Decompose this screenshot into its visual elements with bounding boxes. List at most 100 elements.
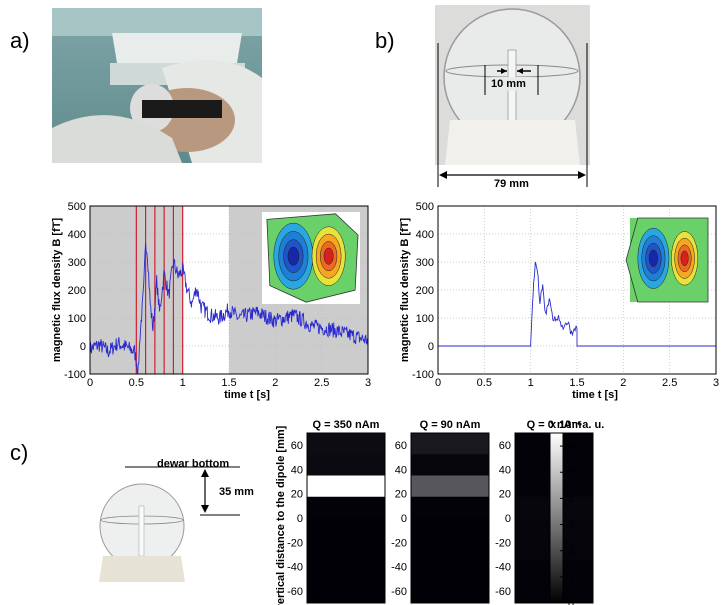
- heatmap-cell: [307, 518, 385, 540]
- y-tick-label: 200: [416, 285, 434, 297]
- heatmap-frame: [306, 432, 386, 604]
- heatmap-y-tick: -60: [495, 586, 511, 598]
- x-tick-label: 0: [87, 377, 93, 389]
- x-axis-label: time t [s]: [572, 389, 618, 401]
- heatmap-cell: [411, 539, 489, 561]
- y-tick-label: 400: [416, 229, 434, 241]
- positive-pole-contour: [323, 247, 334, 265]
- x-tick-label: 3: [365, 377, 371, 389]
- x-tick-label: 0: [435, 377, 441, 389]
- heatmap-y-tick: -40: [391, 562, 407, 574]
- colorbar-tick-label: 3: [568, 520, 574, 532]
- heatmap-cell: [307, 560, 385, 583]
- dimension-inner-label: 10 mm: [491, 78, 526, 90]
- x-tick-label: 1: [180, 377, 186, 389]
- phantom-photo-small: [95, 478, 190, 582]
- plot-frame: [437, 205, 717, 375]
- heatmap-cell: [307, 433, 385, 455]
- heatmap-y-tick: -60: [287, 586, 303, 598]
- heatmap-cell: [307, 581, 385, 604]
- heatmap-y-tick: 40: [291, 464, 303, 476]
- x-tick-label: 1.5: [221, 377, 236, 389]
- phantom-sphere-photo: [435, 5, 590, 187]
- heatmap-title: Q = 0 nAm: [527, 419, 582, 431]
- colorbar-unit-label: x 10⁻⁶a. u.: [550, 419, 604, 431]
- heatmap-y-tick: -20: [287, 537, 303, 549]
- heatmap-y-tick: 20: [499, 489, 511, 501]
- distance-35mm-label: 35 mm: [219, 486, 254, 498]
- positive-pole-contour: [680, 250, 689, 267]
- x-tick-label: 1.5: [569, 377, 584, 389]
- y-tick-label: 300: [68, 257, 86, 269]
- y-tick-label: 400: [68, 229, 86, 241]
- panel-letter-b: b): [375, 28, 395, 53]
- colorbar: [549, 432, 564, 604]
- heatmap-y-tick: 0: [297, 513, 303, 525]
- heatmap-y-tick: -60: [391, 586, 407, 598]
- dimension-outer-label: 79 mm: [494, 178, 529, 190]
- heatmap-y-tick: 60: [395, 440, 407, 452]
- field-map-inset: [625, 217, 709, 303]
- heatmap-y-tick: 0: [401, 513, 407, 525]
- heatmap-cell: [411, 496, 489, 519]
- heatmap-cell: [411, 454, 489, 476]
- x-axis-label: time t [s]: [224, 389, 270, 401]
- patient-photo: [52, 8, 262, 163]
- heatmap-y-tick: 20: [395, 489, 407, 501]
- heatmap-y-tick: 60: [291, 440, 303, 452]
- heatmap-cell: [307, 496, 385, 519]
- panel-letter-c: c): [10, 440, 29, 465]
- y-tick-label: 300: [416, 257, 434, 269]
- y-tick-label: 200: [68, 285, 86, 297]
- dewar-bottom-label: dewar bottom: [157, 458, 230, 470]
- heatmap-cell: [411, 581, 489, 604]
- colorbar-tick-label: 1: [568, 572, 574, 584]
- x-tick-label: 2: [272, 377, 278, 389]
- negative-pole-contour: [287, 246, 300, 266]
- y-tick-label: 500: [68, 201, 86, 213]
- heatmap-cell: [411, 433, 489, 455]
- heatmap-y-tick: 40: [499, 464, 511, 476]
- x-tick-label: 1: [528, 377, 534, 389]
- distance-annotation: [125, 466, 240, 516]
- signal-trace: [89, 243, 369, 375]
- y-tick-label: 100: [68, 313, 86, 325]
- heatmap-cell: [411, 475, 489, 498]
- field-map-inset: [262, 212, 360, 304]
- y-axis-label: magnetic flux density B [fT]: [399, 218, 411, 363]
- signal-trace: [438, 261, 716, 347]
- y-tick-label: 0: [428, 341, 434, 353]
- panel-letter-a: a): [10, 28, 30, 53]
- heatmap-y-tick: -20: [391, 537, 407, 549]
- heatmap-y-tick: 60: [499, 440, 511, 452]
- y-tick-label: -100: [412, 369, 434, 381]
- heatmap-cell: [307, 475, 385, 498]
- heatmap-title: Q = 350 nAm: [313, 419, 380, 431]
- y-tick-label: -100: [64, 369, 86, 381]
- colorbar-tick-label: 5: [568, 467, 574, 479]
- y-axis-label: magnetic flux density B [fT]: [51, 218, 63, 363]
- colorbar-tick-label: 2: [568, 546, 574, 558]
- x-tick-label: 2: [620, 377, 626, 389]
- colorbar-tick-label: 4: [568, 493, 574, 505]
- x-tick-label: 0.5: [477, 377, 492, 389]
- x-tick-label: 0.5: [129, 377, 144, 389]
- y-tick-label: 100: [416, 313, 434, 325]
- eye-bar: [142, 100, 222, 118]
- heatmap-y-tick: 20: [291, 489, 303, 501]
- heatmap-y-tick: -40: [287, 562, 303, 574]
- heatmap-y-tick: -20: [495, 537, 511, 549]
- heatmap-y-axis-label: vertical distance to the dipole [mm]: [275, 425, 287, 605]
- heatmap-y-tick: 40: [395, 464, 407, 476]
- heatmap-y-tick: 0: [505, 513, 511, 525]
- x-tick-label: 2.5: [314, 377, 329, 389]
- colorbar-tick-label: 0: [568, 598, 574, 605]
- heatmap-y-tick: -40: [495, 562, 511, 574]
- heatmap-cell: [411, 560, 489, 583]
- plot-frame: [89, 205, 369, 375]
- y-tick-label: 0: [80, 341, 86, 353]
- heatmap-cell: [411, 518, 489, 540]
- heatmap-cell: [307, 454, 385, 476]
